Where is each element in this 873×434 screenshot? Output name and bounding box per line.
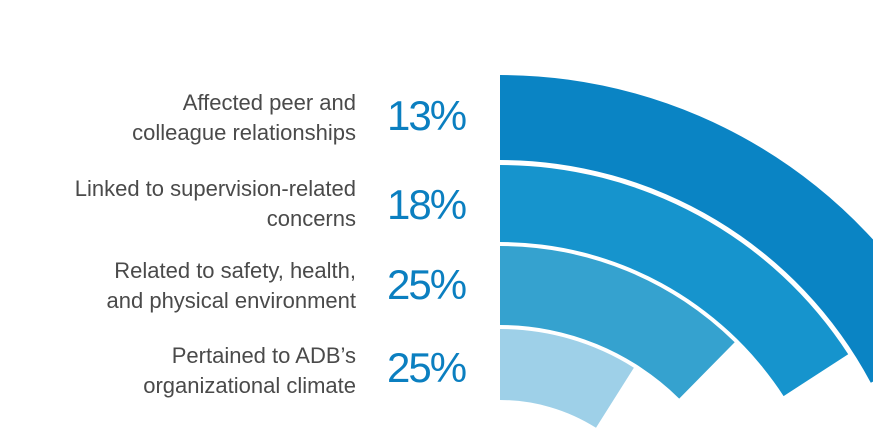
ring-arc-climate bbox=[500, 75, 873, 383]
category-label-line: and physical environment bbox=[106, 288, 356, 313]
ring-arc-safety bbox=[500, 165, 849, 397]
value-label-peer: 13% bbox=[387, 92, 467, 139]
value-label-climate: 25% bbox=[387, 344, 467, 391]
category-label-line: Related to safety, health, bbox=[114, 258, 356, 283]
category-label-line: colleague relationships bbox=[132, 120, 356, 145]
value-label-supervision: 18% bbox=[387, 181, 467, 228]
category-label-supervision: Linked to supervision-related concerns bbox=[0, 174, 356, 234]
category-label-safety: Related to safety, health, and physical … bbox=[0, 256, 356, 316]
category-label-line: concerns bbox=[266, 206, 356, 231]
ring-arc-supervision bbox=[500, 246, 735, 399]
category-label-line: Affected peer and bbox=[182, 90, 356, 115]
ring-arc-peer bbox=[500, 329, 634, 428]
category-label-line: Pertained to ADB’s bbox=[171, 343, 356, 368]
category-label-climate: Pertained to ADB’s organizational climat… bbox=[0, 341, 356, 401]
category-label-line: organizational climate bbox=[143, 373, 356, 398]
category-label-line: Linked to supervision-related bbox=[74, 176, 356, 201]
category-label-peer: Affected peer and colleague relationship… bbox=[0, 88, 356, 148]
value-label-safety: 25% bbox=[387, 261, 467, 308]
